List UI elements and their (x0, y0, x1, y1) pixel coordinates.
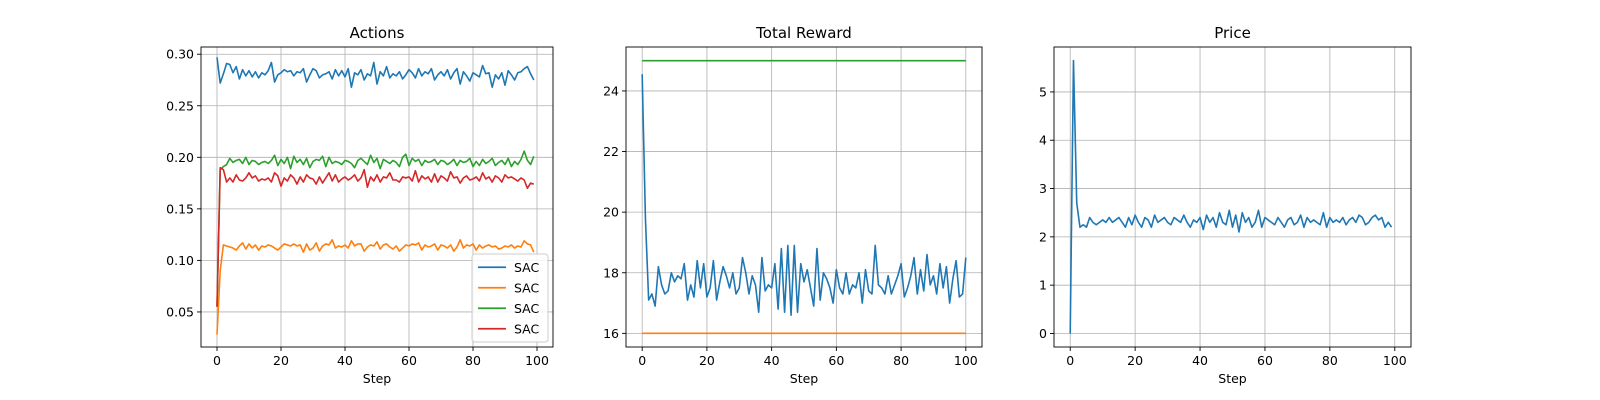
y-tick-label: 4 (1039, 133, 1047, 148)
x-axis-label: Step (790, 371, 819, 386)
y-tick-label: 16 (603, 326, 619, 341)
y-tick-label: 5 (1039, 84, 1047, 99)
axes-frame (625, 46, 983, 348)
axes-frame (1053, 46, 1412, 348)
x-tick-label: 40 (764, 353, 780, 368)
x-tick-label: 100 (1383, 353, 1407, 368)
x-tick-label: 60 (828, 353, 844, 368)
legend-label-1: SAC (514, 260, 539, 275)
x-tick-label: 40 (337, 353, 353, 368)
x-tick-label: 100 (525, 353, 549, 368)
legend-label-2: SAC (514, 280, 539, 295)
chart-panel-2: 0 20 40 60 80 100 16 18 20 22 24 Total Reward Step (603, 24, 983, 386)
x-axis-label: Step (363, 371, 392, 386)
legend: SAC SAC SAC SAC (471, 253, 549, 343)
series-group (216, 57, 535, 335)
x-tick-label: 0 (638, 353, 646, 368)
y-tick-label: 3 (1039, 181, 1047, 196)
x-tick-label: 0 (1066, 353, 1074, 368)
legend-label-4: SAC (514, 321, 539, 336)
x-tick-label: 80 (893, 353, 909, 368)
series-line-2 (216, 238, 535, 335)
y-tick-label: 0.05 (166, 304, 194, 319)
x-tick-label: 20 (273, 353, 289, 368)
legend-box (471, 253, 549, 343)
chart-title: Price (1214, 24, 1251, 42)
series-group (1069, 59, 1393, 334)
x-tick-label: 60 (401, 353, 417, 368)
x-tick-label: 60 (1257, 353, 1273, 368)
series-line-1 (216, 57, 535, 89)
series-group (641, 59, 967, 335)
series-line-3 (216, 150, 535, 307)
chart-title: Total Reward (755, 24, 852, 42)
x-tick-label: 20 (1127, 353, 1143, 368)
x-tick-label: 80 (1322, 353, 1338, 368)
x-tick-label: 20 (699, 353, 715, 368)
y-tick-label: 18 (603, 265, 619, 280)
x-tick-label: 100 (954, 353, 978, 368)
y-tick-label: 20 (603, 205, 619, 220)
chart-title: Actions (350, 24, 405, 42)
x-tick-label: 0 (213, 353, 221, 368)
y-tick-label: 0.20 (166, 150, 194, 165)
y-tick-label: 24 (603, 83, 619, 98)
series-line-1 (1069, 59, 1393, 334)
y-tick-label: 0 (1039, 326, 1047, 341)
series-line-1 (641, 74, 967, 316)
legend-label-3: SAC (514, 301, 539, 316)
y-tick-label: 0.30 (166, 47, 194, 62)
y-tick-label: 0.25 (166, 98, 194, 113)
x-axis-label: Step (1218, 371, 1247, 386)
y-tick-label: 22 (603, 144, 619, 159)
y-tick-label: 1 (1039, 278, 1047, 293)
y-tick-label: 0.15 (166, 201, 194, 216)
y-tick-label: 0.10 (166, 253, 194, 268)
x-tick-label: 40 (1192, 353, 1208, 368)
y-tick-label: 2 (1039, 229, 1047, 244)
axes-frame (200, 46, 554, 348)
chart-panel-1: 0 20 40 60 80 100 0.05 0.10 0.15 0.20 0.25 0.30 Acti… (166, 24, 554, 386)
panels: 0 20 40 60 80 1000.050.100.150.200.250.30Acti… (166, 24, 1412, 386)
x-tick-label: 80 (465, 353, 481, 368)
chart-panel-3: 0 20 40 60 80 100 0 1 2 3 4 5 Price Step (1039, 24, 1412, 386)
series-line-4 (216, 166, 535, 307)
